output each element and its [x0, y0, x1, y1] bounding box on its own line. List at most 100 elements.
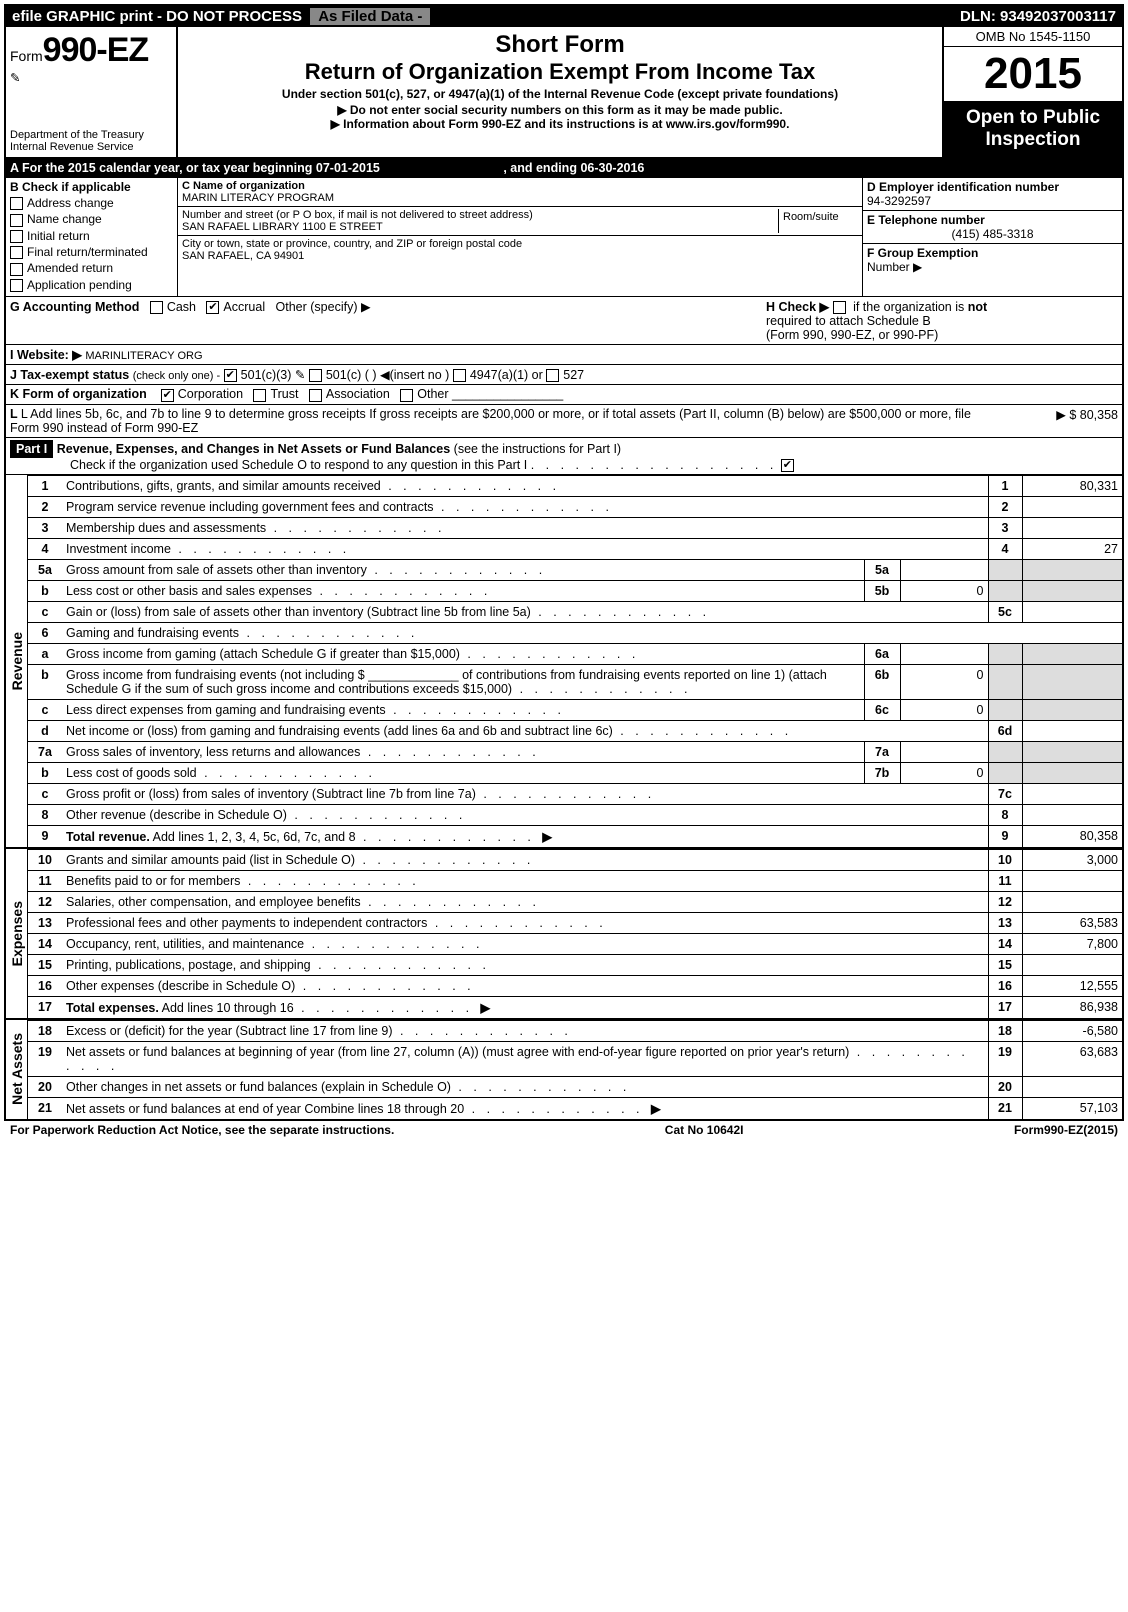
- line-result-number: 16: [988, 975, 1022, 996]
- website-value: MARINLITERACY ORG: [85, 350, 202, 362]
- line-number: 5a: [28, 559, 62, 580]
- line-description: Less cost of goods sold . . . . . . . . …: [62, 762, 864, 783]
- chk-schedule-b[interactable]: [833, 301, 846, 314]
- ein-value: 94-3292597: [867, 194, 1118, 208]
- chk-schedule-o[interactable]: [781, 459, 794, 472]
- line-description: Less cost or other basis and sales expen…: [62, 580, 864, 601]
- revenue-section: Revenue 1Contributions, gifts, grants, a…: [6, 475, 1122, 847]
- line-gh: G Accounting Method Cash Accrual Other (…: [6, 297, 1122, 345]
- line-description: Gross sales of inventory, less returns a…: [62, 741, 864, 762]
- table-row: 19Net assets or fund balances at beginni…: [28, 1041, 1122, 1076]
- sub-line-number: 6a: [864, 643, 900, 664]
- line-result-number: 21: [988, 1097, 1022, 1119]
- city-state-zip: SAN RAFAEL, CA 94901: [182, 250, 858, 262]
- header-right: OMB No 1545-1150 2015 Open to Public Ins…: [942, 27, 1122, 157]
- org-name-block: C Name of organization MARIN LITERACY PR…: [178, 178, 862, 207]
- sub-line-number: 7a: [864, 741, 900, 762]
- line-result-number: 12: [988, 891, 1022, 912]
- part1-header: Part I Revenue, Expenses, and Changes in…: [6, 438, 1122, 475]
- line-number: 16: [28, 975, 62, 996]
- section-bcd: B Check if applicable Address change Nam…: [6, 178, 1122, 297]
- chk-4947[interactable]: [453, 369, 466, 382]
- table-row: cGain or (loss) from sale of assets othe…: [28, 601, 1122, 622]
- expenses-label: Expenses: [9, 901, 25, 966]
- sub-line-value: 0: [900, 664, 988, 699]
- line-result-value: [1022, 1076, 1122, 1097]
- line-number: d: [28, 720, 62, 741]
- sub-line-number: 5a: [864, 559, 900, 580]
- chk-corporation[interactable]: [161, 389, 174, 402]
- line-result-value: 86,938: [1022, 996, 1122, 1018]
- line-number: 18: [28, 1020, 62, 1041]
- chk-trust[interactable]: [253, 389, 266, 402]
- table-row: cGross profit or (loss) from sales of in…: [28, 783, 1122, 804]
- sub-line-value: 0: [900, 762, 988, 783]
- col-b-title: B Check if applicable: [10, 180, 173, 194]
- line-description: Gross amount from sale of assets other t…: [62, 559, 864, 580]
- chk-amended-return[interactable]: Amended return: [10, 261, 173, 275]
- chk-association[interactable]: [309, 389, 322, 402]
- table-row: 1Contributions, gifts, grants, and simil…: [28, 475, 1122, 496]
- chk-application-pending[interactable]: Application pending: [10, 278, 173, 292]
- line-number: 19: [28, 1041, 62, 1076]
- line-result-value: 27: [1022, 538, 1122, 559]
- sub-line-value: 0: [900, 699, 988, 720]
- chk-name-change[interactable]: Name change: [10, 212, 173, 226]
- line-description: Benefits paid to or for members . . . . …: [62, 870, 988, 891]
- line-number: 13: [28, 912, 62, 933]
- chk-other-org[interactable]: [400, 389, 413, 402]
- room-suite-label: Room/suite: [778, 209, 858, 233]
- chk-cash[interactable]: [150, 301, 163, 314]
- header-left: Form990-EZ ✎ Department of the Treasury …: [6, 27, 178, 157]
- chk-501c[interactable]: [309, 369, 322, 382]
- line-number: 6: [28, 622, 62, 643]
- line-description: Net income or (loss) from gaming and fun…: [62, 720, 988, 741]
- line-result-value: [1022, 891, 1122, 912]
- table-row: 16Other expenses (describe in Schedule O…: [28, 975, 1122, 996]
- table-row: dNet income or (loss) from gaming and fu…: [28, 720, 1122, 741]
- group-exemption-block: F Group Exemption Number ▶: [863, 244, 1122, 276]
- line-number: 14: [28, 933, 62, 954]
- line-result-value: 80,331: [1022, 475, 1122, 496]
- line-description: Professional fees and other payments to …: [62, 912, 988, 933]
- dept-block: Department of the Treasury Internal Reve…: [10, 129, 172, 153]
- table-row: 17Total expenses. Add lines 10 through 1…: [28, 996, 1122, 1018]
- line-result-number: 17: [988, 996, 1022, 1018]
- chk-initial-return[interactable]: Initial return: [10, 229, 173, 243]
- line-description: Other changes in net assets or fund bala…: [62, 1076, 988, 1097]
- line-description: Program service revenue including govern…: [62, 496, 988, 517]
- net-assets-label: Net Assets: [9, 1033, 25, 1105]
- line-result-number: [988, 741, 1022, 762]
- chk-final-return[interactable]: Final return/terminated: [10, 245, 173, 259]
- line-j: J Tax-exempt status (check only one) - 5…: [6, 365, 1122, 385]
- chk-accrual[interactable]: [206, 301, 219, 314]
- line-result-number: 18: [988, 1020, 1022, 1041]
- chk-address-change[interactable]: Address change: [10, 196, 173, 210]
- table-row: 7aGross sales of inventory, less returns…: [28, 741, 1122, 762]
- irs-link[interactable]: www.irs.gov/form990: [666, 117, 786, 131]
- line-result-number: 9: [988, 825, 1022, 847]
- line-result-value: [1022, 762, 1122, 783]
- line-result-number: 13: [988, 912, 1022, 933]
- help-icon[interactable]: ✎: [10, 70, 172, 85]
- footer: For Paperwork Reduction Act Notice, see …: [4, 1121, 1124, 1139]
- line-description: Printing, publications, postage, and shi…: [62, 954, 988, 975]
- short-form-title: Short Form: [182, 31, 938, 59]
- line-result-value: [1022, 664, 1122, 699]
- footer-right: Form990-EZ(2015): [1014, 1123, 1118, 1137]
- chk-501c3[interactable]: [224, 369, 237, 382]
- line-result-value: [1022, 870, 1122, 891]
- line-result-value: -6,580: [1022, 1020, 1122, 1041]
- line-number: 1: [28, 475, 62, 496]
- chk-527[interactable]: [546, 369, 559, 382]
- line-result-number: 4: [988, 538, 1022, 559]
- org-name: MARIN LITERACY PROGRAM: [182, 192, 858, 204]
- line-number: 7a: [28, 741, 62, 762]
- line-result-value: [1022, 720, 1122, 741]
- line-result-value: 12,555: [1022, 975, 1122, 996]
- ein-block: D Employer identification number 94-3292…: [863, 178, 1122, 211]
- line-number: 11: [28, 870, 62, 891]
- line-result-number: [988, 699, 1022, 720]
- line-a: A For the 2015 calendar year, or tax yea…: [6, 159, 1122, 178]
- addr-block: Number and street (or P O box, if mail i…: [178, 207, 862, 236]
